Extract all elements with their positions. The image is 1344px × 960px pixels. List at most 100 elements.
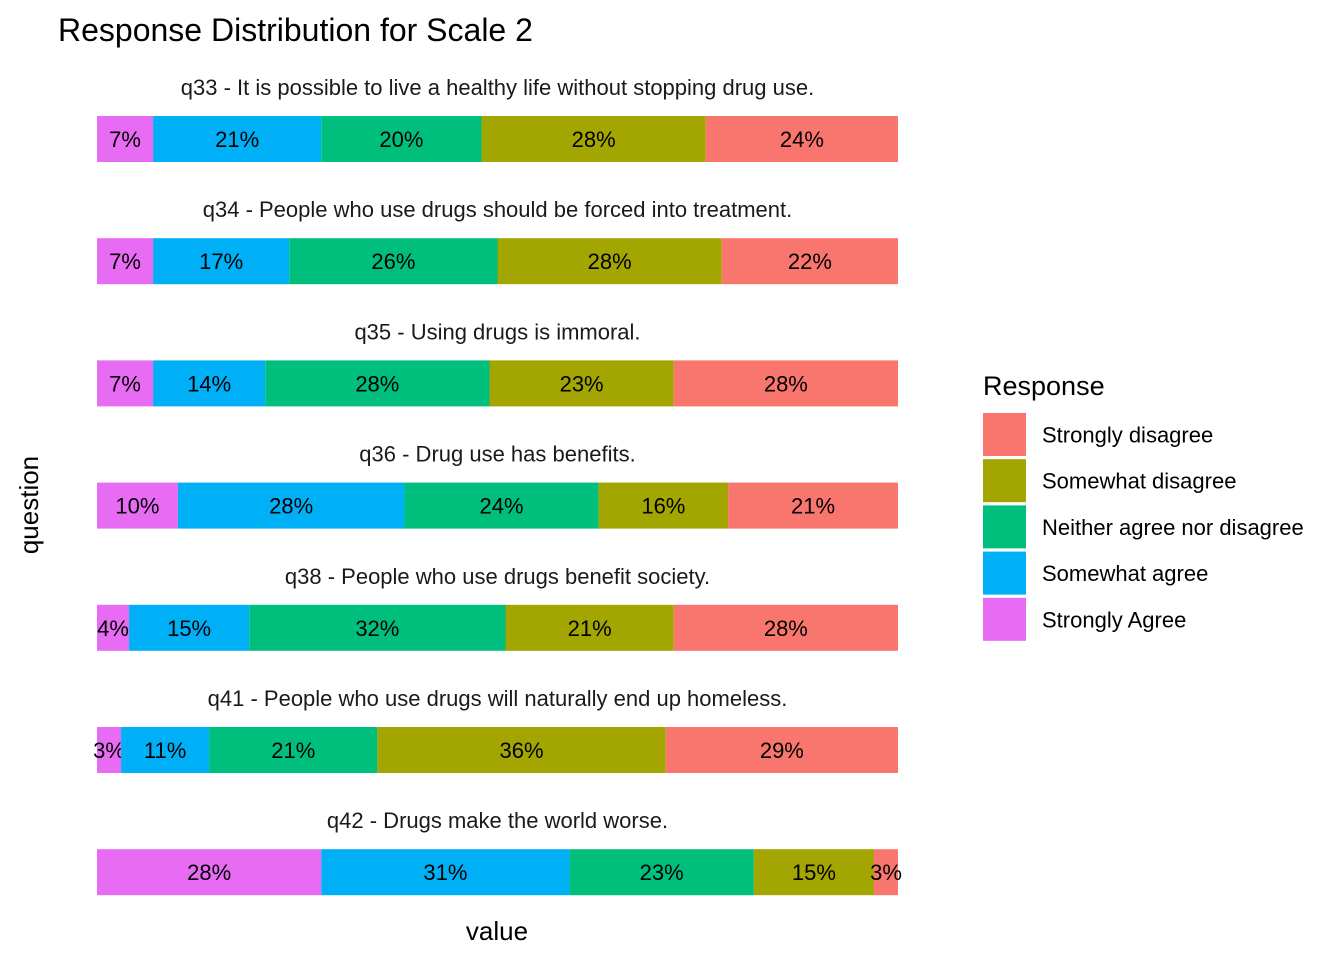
bar-segment	[321, 849, 570, 896]
legend-label: Strongly disagree	[1042, 423, 1213, 448]
bar-label: 3%	[870, 860, 902, 885]
legend-label: Neither agree nor disagree	[1042, 515, 1304, 540]
bar-label: 21%	[791, 494, 835, 519]
bar-label: 10%	[115, 494, 159, 519]
x-axis-title: value	[466, 916, 528, 946]
bar-label: 17%	[199, 249, 243, 274]
bar-segment	[177, 482, 405, 529]
bar-label: 28%	[187, 860, 231, 885]
facet-title: q33 - It is possible to live a healthy l…	[181, 75, 814, 100]
bar-segment	[481, 116, 706, 162]
facet-panel: q33 - It is possible to live a healthy l…	[97, 75, 898, 162]
bar-label: 21%	[568, 616, 612, 641]
bar-label: 21%	[271, 738, 315, 763]
legend-key	[983, 597, 1026, 641]
legend-key	[983, 551, 1026, 595]
bar-segment	[873, 849, 898, 896]
bar-segment	[129, 604, 250, 651]
bar-label: 36%	[500, 738, 544, 763]
bar-segment	[489, 360, 674, 407]
bar-segment	[97, 116, 154, 162]
bar-segment	[673, 604, 898, 651]
bar-segment	[289, 238, 498, 285]
bar-label: 7%	[109, 127, 141, 152]
bar-segment	[753, 849, 874, 896]
facet-title: q41 - People who use drugs will naturall…	[208, 686, 788, 711]
legend-label: Somewhat agree	[1042, 561, 1208, 586]
legend-title: Response	[983, 371, 1105, 401]
bar-label: 28%	[764, 616, 808, 641]
facet-title: q38 - People who use drugs benefit socie…	[285, 564, 710, 589]
bar-segment	[598, 482, 729, 529]
bar-label: 28%	[355, 371, 399, 396]
bar-label: 7%	[109, 249, 141, 274]
bar-segment	[377, 727, 666, 773]
bar-label: 4%	[97, 616, 129, 641]
bar-label: 28%	[572, 127, 616, 152]
bar-segment	[665, 727, 898, 773]
facet-panel: q34 - People who use drugs should be for…	[97, 197, 898, 285]
facet-title: q42 - Drugs make the world worse.	[327, 808, 668, 833]
bar-label: 15%	[792, 860, 836, 885]
bar-segment	[505, 604, 674, 651]
facet-panel: q42 - Drugs make the world worse. 28% 31% 2…	[97, 808, 902, 896]
bar-label: 11%	[144, 738, 186, 763]
bar-segment	[673, 360, 898, 407]
facet-panel: q35 - Using drugs is immoral. 7% 14% 28% 23%…	[97, 319, 898, 407]
bar-label: 24%	[780, 127, 824, 152]
bar-segment	[97, 238, 154, 285]
bar-segment	[321, 116, 482, 162]
bar-label: 32%	[355, 616, 399, 641]
facet-title: q36 - Drug use has benefits.	[359, 442, 635, 467]
bar-segment	[97, 849, 322, 896]
bar-label: 31%	[423, 860, 467, 885]
bar-segment	[97, 727, 122, 773]
bar-label: 28%	[269, 494, 313, 519]
bar-label: 16%	[641, 494, 685, 519]
bar-label: 15%	[167, 616, 211, 641]
facet-panel: q41 - People who use drugs will naturall…	[93, 686, 898, 773]
legend: Response Strongly disagree Somewhat disag…	[983, 371, 1304, 641]
bar-label: 26%	[371, 249, 415, 274]
legend-label: Somewhat disagree	[1042, 469, 1236, 494]
bar-segment	[153, 360, 266, 407]
bar-segment	[705, 116, 898, 162]
facet-title: q34 - People who use drugs should be for…	[203, 197, 792, 222]
bar-segment	[497, 238, 722, 285]
chart-title: Response Distribution for Scale 2	[58, 12, 533, 48]
legend-key	[983, 459, 1026, 503]
bar-segment	[265, 360, 490, 407]
bar-segment	[249, 604, 506, 651]
bar-label: 29%	[760, 738, 804, 763]
bar-label: 23%	[640, 860, 684, 885]
bar-segment	[153, 238, 290, 285]
bar-label: 20%	[379, 127, 423, 152]
bar-segment	[97, 604, 130, 651]
bar-label: 24%	[480, 494, 524, 519]
bar-segment	[721, 238, 898, 285]
bar-label: 22%	[788, 249, 832, 274]
bar-label: 28%	[764, 371, 808, 396]
bar-label: 14%	[187, 371, 231, 396]
y-axis-title: question	[14, 456, 44, 554]
facet-panels: q33 - It is possible to live a healthy l…	[93, 75, 902, 896]
bar-segment	[569, 849, 754, 896]
bar-label: 3%	[93, 738, 125, 763]
bar-label: 21%	[215, 127, 259, 152]
legend-key	[983, 413, 1026, 456]
bar-segment	[728, 482, 898, 529]
bar-segment	[153, 116, 322, 162]
legend-label: Strongly Agree	[1042, 607, 1186, 632]
bar-segment	[97, 482, 178, 529]
bar-label: 7%	[109, 371, 141, 396]
bar-label: 28%	[588, 249, 632, 274]
bar-segment	[209, 727, 378, 773]
facet-title: q35 - Using drugs is immoral.	[354, 319, 640, 344]
legend-items: Strongly disagree Somewhat disagree Neithe…	[983, 413, 1304, 641]
bar-segment	[121, 727, 210, 773]
bar-segment	[404, 482, 599, 529]
facet-panel: q38 - People who use drugs benefit socie…	[97, 564, 898, 651]
bar-segment	[97, 360, 154, 407]
bar-label: 23%	[560, 371, 604, 396]
